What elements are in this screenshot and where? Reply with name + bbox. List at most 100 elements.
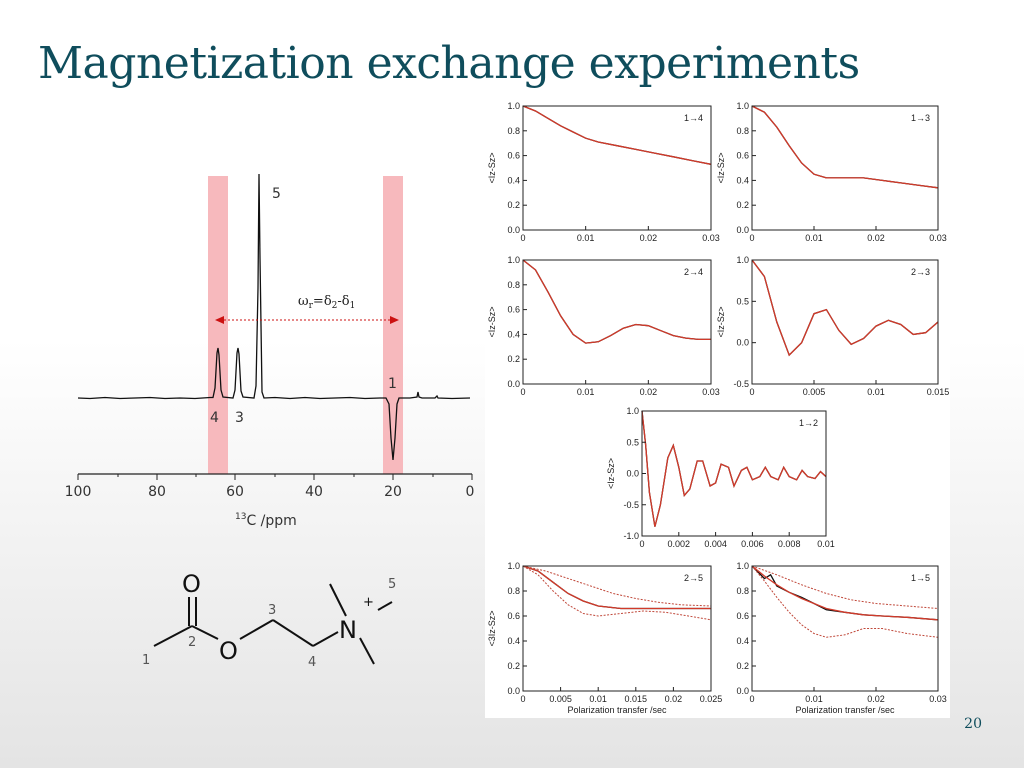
y-tick-label: -0.5 [623, 500, 639, 510]
y-tick-label: 0.2 [507, 200, 520, 210]
y-tick-label: -0.5 [733, 379, 749, 389]
x-tick-label: 0 [749, 387, 754, 397]
plot-transfer-label: 1→5 [911, 573, 930, 583]
y-tick-label: 1.0 [507, 101, 520, 111]
x-tick-label: 0.02 [867, 694, 885, 704]
slide-title: Magnetization exchange experiments [38, 38, 860, 89]
x-tick-label: 0 [520, 233, 525, 243]
y-tick-label: 0.6 [507, 305, 520, 315]
data-series-line [522, 259, 711, 344]
y-tick-label: 0.5 [626, 437, 639, 447]
x-tick-label: 0.005 [549, 694, 572, 704]
ppm-tick-label: 60 [226, 484, 244, 500]
carbon-number-3: 3 [268, 603, 276, 618]
data-series-line [751, 565, 939, 609]
y-tick-label: 0.8 [507, 280, 520, 290]
y-tick-label: 0.4 [736, 175, 749, 185]
peak-label-5: 5 [272, 186, 281, 202]
x-tick-label: 0.02 [640, 387, 658, 397]
x-tick-label: 0.004 [704, 539, 727, 549]
x-tick-label: 0.03 [929, 233, 947, 243]
carbon-number-5: 5 [388, 577, 396, 592]
y-tick-label: 0.4 [736, 636, 749, 646]
plot-frame [522, 259, 712, 385]
ppm-tick-label: 0 [466, 484, 475, 500]
y-tick-label: 1.0 [507, 561, 520, 571]
omega-annotation: ωr=δ2-δ1 [298, 294, 355, 311]
exchange-curves-figure: 0 0.01 0.02 0.03 0.0 0.2 0.4 0.6 0.8 1.0 1→4 <Iz-Sz… [485, 98, 950, 718]
x-tick-label: 0.01 [589, 694, 607, 704]
molecule-bonds [153, 583, 393, 665]
ppm-tick-label: 40 [305, 484, 323, 500]
y-tick-label: 1.0 [736, 561, 749, 571]
x-tick-label: 0.015 [625, 694, 648, 704]
exchange-plot-p15: 0 0.01 0.02 0.03 0.0 0.2 0.4 0.6 0.8 1.0 1→5 Polari… [736, 561, 946, 715]
data-series-line [522, 565, 712, 621]
carbon-number-1: 1 [142, 653, 150, 668]
carbonyl-oxygen: O [182, 570, 201, 598]
x-tick-label: 0.01 [577, 233, 595, 243]
spectrum-trace [77, 173, 471, 461]
y-tick-label: 0.0 [507, 686, 520, 696]
page-number: 20 [964, 716, 982, 732]
y-tick-label: 0.2 [736, 661, 749, 671]
molecule-structure: O O N + 1 2 3 4 5 [142, 570, 396, 670]
y-tick-label: 0.0 [736, 686, 749, 696]
plot-frame [522, 105, 712, 231]
plot-transfer-label: 2→3 [911, 267, 930, 277]
y-tick-label: 0.6 [507, 611, 520, 621]
y-tick-label: 1.0 [507, 255, 520, 265]
positive-charge: + [363, 595, 374, 610]
x-tick-label: 0 [749, 694, 754, 704]
data-series-line [751, 565, 939, 638]
y-tick-label: 1.0 [736, 101, 749, 111]
exchange-plot-p23: 0 0.005 0.01 0.015 -0.5 0.0 0.5 1.0 2→3 <Iz-Sz> [716, 255, 949, 397]
y-tick-label: 0.4 [507, 175, 520, 185]
highlight-band-right [383, 176, 403, 474]
x-tick-label: 0 [520, 387, 525, 397]
x-tick-label: 0.01 [805, 233, 823, 243]
y-tick-label: 0.8 [736, 126, 749, 136]
peak-label-1: 1 [388, 376, 397, 392]
x-tick-label: 0.01 [805, 694, 823, 704]
data-series-line [522, 259, 711, 344]
ppm-tick-label: 80 [148, 484, 166, 500]
peak-label-4: 4 [210, 410, 219, 426]
x-tick-label: 0 [749, 233, 754, 243]
y-tick-label: 0.2 [507, 354, 520, 364]
plot-transfer-label: 1→4 [684, 113, 703, 123]
plot-frame [641, 410, 827, 537]
x-tick-label: 0 [520, 694, 525, 704]
plot-frame [751, 105, 939, 231]
ester-oxygen: O [219, 637, 238, 665]
y-tick-label: 0.8 [507, 586, 520, 596]
plot-transfer-label: 2→4 [684, 267, 703, 277]
x-tick-label: 0.01 [867, 387, 885, 397]
x-tick-label: 0.03 [929, 694, 947, 704]
ppm-axis-label: 13C /ppm [235, 512, 297, 529]
plot-transfer-label: 1→3 [911, 113, 930, 123]
nitrogen-atom: N [339, 616, 357, 644]
ppm-tick-label: 20 [384, 484, 402, 500]
y-tick-label: 0.4 [507, 636, 520, 646]
y-axis-label: <Iz-Sz> [606, 458, 616, 489]
x-tick-label: 0.005 [803, 387, 826, 397]
y-tick-label: 0.6 [736, 611, 749, 621]
y-tick-label: 0.2 [507, 661, 520, 671]
plot-frame [522, 565, 712, 692]
y-tick-label: 0.0 [507, 379, 520, 389]
y-axis-label: <Iz-Sz> [487, 306, 497, 337]
x-tick-label: 0.002 [668, 539, 691, 549]
exchange-plot-p25: 0 0.005 0.01 0.015 0.02 0.025 0.0 0.2 0.4 0.6 0.8 1… [487, 561, 722, 715]
data-series-line [522, 105, 712, 165]
plot-transfer-label: 2→5 [684, 573, 703, 583]
nmr-spectrum: ωr=δ2-δ1 5 4 3 1 100 80 60 40 20 0 13C /… [65, 173, 475, 529]
y-tick-label: 0.0 [626, 469, 639, 479]
ppm-axis-ticks [77, 474, 473, 480]
x-tick-label: 0.02 [665, 694, 683, 704]
y-tick-label: 0.6 [736, 151, 749, 161]
y-tick-label: 1.0 [736, 255, 749, 265]
data-series-line [522, 105, 712, 165]
carbon-number-2: 2 [188, 635, 196, 650]
highlight-band-left [208, 176, 228, 474]
